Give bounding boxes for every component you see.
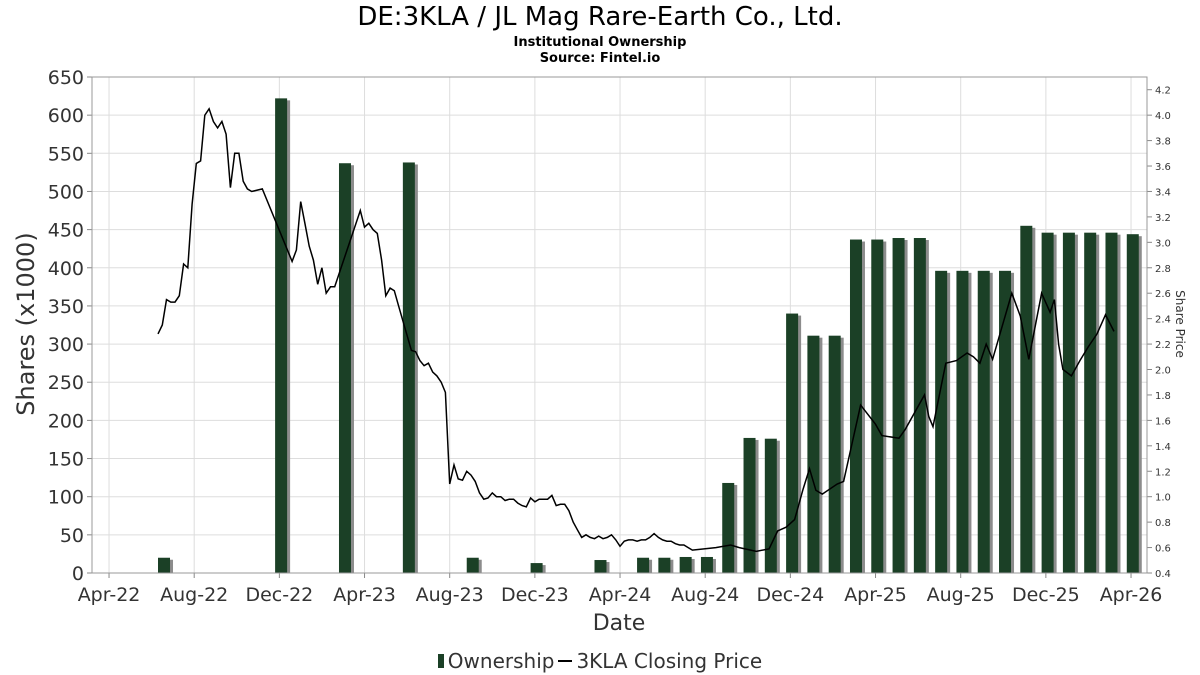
- y2-tick-label: 4.2: [1155, 86, 1171, 97]
- ownership-bar: [935, 270, 948, 573]
- ownership-bar: [828, 335, 841, 573]
- y2-tick-label: 3.2: [1155, 213, 1171, 224]
- y2-tick-label: 4.0: [1155, 111, 1171, 122]
- y2-tick-label: 1.8: [1155, 391, 1171, 402]
- plot-frame: [91, 76, 1148, 574]
- ownership-bar: [1020, 225, 1033, 574]
- x-axis-label: Date: [593, 611, 646, 636]
- y2-axis-label: Share Price: [1173, 290, 1187, 358]
- y-axis-label: Shares (x1000): [12, 232, 40, 415]
- x-tick-label: Apr-25: [844, 584, 907, 606]
- x-tick-label: Aug-22: [160, 584, 228, 606]
- x-tick-label: Aug-25: [927, 584, 995, 606]
- ownership-bar: [1084, 232, 1097, 573]
- y2-tick-label: 1.4: [1155, 442, 1171, 453]
- y2-tick-label: 1.2: [1155, 467, 1171, 478]
- x-tick-label: Dec-24: [756, 584, 824, 606]
- ownership-bar: [466, 557, 479, 573]
- y-tick-label: 550: [48, 143, 84, 165]
- y-tick-label: 0: [72, 563, 84, 585]
- x-tick-label: Apr-26: [1100, 584, 1163, 606]
- ownership-bar: [786, 313, 799, 573]
- y2-tick-label: 0.8: [1155, 518, 1171, 529]
- ownership-bar: [807, 335, 820, 573]
- y2-tick-label: 2.4: [1155, 315, 1171, 326]
- ownership-bar: [764, 438, 777, 573]
- y-tick-label: 50: [60, 525, 84, 547]
- y2-tick-label: 2.0: [1155, 366, 1171, 377]
- y2-tick-label: 2.8: [1155, 264, 1171, 275]
- y2-tick-label: 1.6: [1155, 416, 1171, 427]
- ownership-legend-swatch: [437, 653, 444, 668]
- ownership-bar: [658, 557, 671, 573]
- ownership-bar: [913, 238, 926, 574]
- ownership-bar: [892, 238, 905, 574]
- price-legend-swatch: [558, 659, 573, 662]
- ownership-bar: [1105, 232, 1118, 573]
- ownership-bar: [1126, 234, 1139, 573]
- y-tick-label: 650: [48, 67, 84, 89]
- y-tick-label: 250: [48, 372, 84, 394]
- ownership-bar: [1062, 232, 1075, 573]
- y2-tick-label: 2.6: [1155, 289, 1171, 300]
- price-line: [157, 107, 1115, 553]
- y2-tick-label: 0.6: [1155, 544, 1171, 555]
- ownership-bar: [743, 437, 756, 573]
- y-tick-label: 400: [48, 258, 84, 280]
- y2-tick-label: 0.4: [1155, 569, 1171, 580]
- ownership-bar: [158, 557, 171, 573]
- chart-title: DE:3KLA / JL Mag Rare-Earth Co., Ltd.: [357, 2, 843, 32]
- price-line-group: [157, 107, 1115, 553]
- ownership-bar: [722, 482, 735, 573]
- y-tick-label: 450: [48, 220, 84, 242]
- x-tick-label: Dec-23: [501, 584, 569, 606]
- y2-tick-label: 3.0: [1155, 238, 1171, 249]
- ownership-bars: [158, 98, 1142, 574]
- x-tick-label: Aug-24: [671, 584, 739, 606]
- y2-tick-label: 3.4: [1155, 187, 1171, 198]
- ownership-bar: [871, 239, 884, 573]
- ownership-bar: [338, 163, 351, 573]
- ownership-bar: [977, 270, 990, 573]
- x-tick-label: Dec-25: [1012, 584, 1080, 606]
- chart-source: Source: Fintel.io: [539, 51, 661, 66]
- y2-tick-label: 1.0: [1155, 493, 1171, 504]
- ownership-bar: [637, 557, 650, 573]
- y2-tick-label: 2.2: [1155, 340, 1171, 351]
- y2-tick-label: 3.8: [1155, 137, 1171, 148]
- y2-tick-label: 3.6: [1155, 162, 1171, 173]
- y-tick-label: 350: [48, 296, 84, 318]
- y-tick-label: 500: [48, 181, 84, 203]
- ownership-bar: [679, 556, 692, 573]
- axes: 0 50 100 150 200 250 300 350 400 450 500 550 600 650 A…: [48, 67, 1171, 606]
- ownership-bar: [275, 98, 288, 574]
- ownership-bar: [1041, 232, 1054, 573]
- x-tick-label: Apr-22: [78, 584, 141, 606]
- legend: Ownership 3KLA Closing Price: [0, 647, 1200, 673]
- price-legend-label: 3KLA Closing Price: [576, 648, 763, 673]
- ownership-bar: [849, 239, 862, 573]
- ownership-bar: [700, 556, 713, 573]
- ownership-bar: [402, 162, 415, 574]
- x-tick-label: Dec-22: [245, 584, 313, 606]
- y-tick-label: 150: [48, 449, 84, 471]
- ownership-bar: [956, 270, 969, 573]
- ownership-legend-label: Ownership: [447, 648, 555, 673]
- x-tick-label: Apr-23: [333, 584, 396, 606]
- ownership-bar: [594, 560, 607, 573]
- y-tick-label: 200: [48, 410, 84, 432]
- x-tick-label: Apr-24: [589, 584, 652, 606]
- y-tick-label: 100: [48, 487, 84, 509]
- ownership-bar: [999, 270, 1012, 573]
- x-tick-label: Aug-23: [416, 584, 484, 606]
- y-tick-label: 300: [48, 334, 84, 356]
- ownership-bar: [530, 563, 543, 573]
- chart-subtitle: Institutional Ownership: [513, 35, 687, 50]
- y-tick-label: 600: [48, 105, 84, 127]
